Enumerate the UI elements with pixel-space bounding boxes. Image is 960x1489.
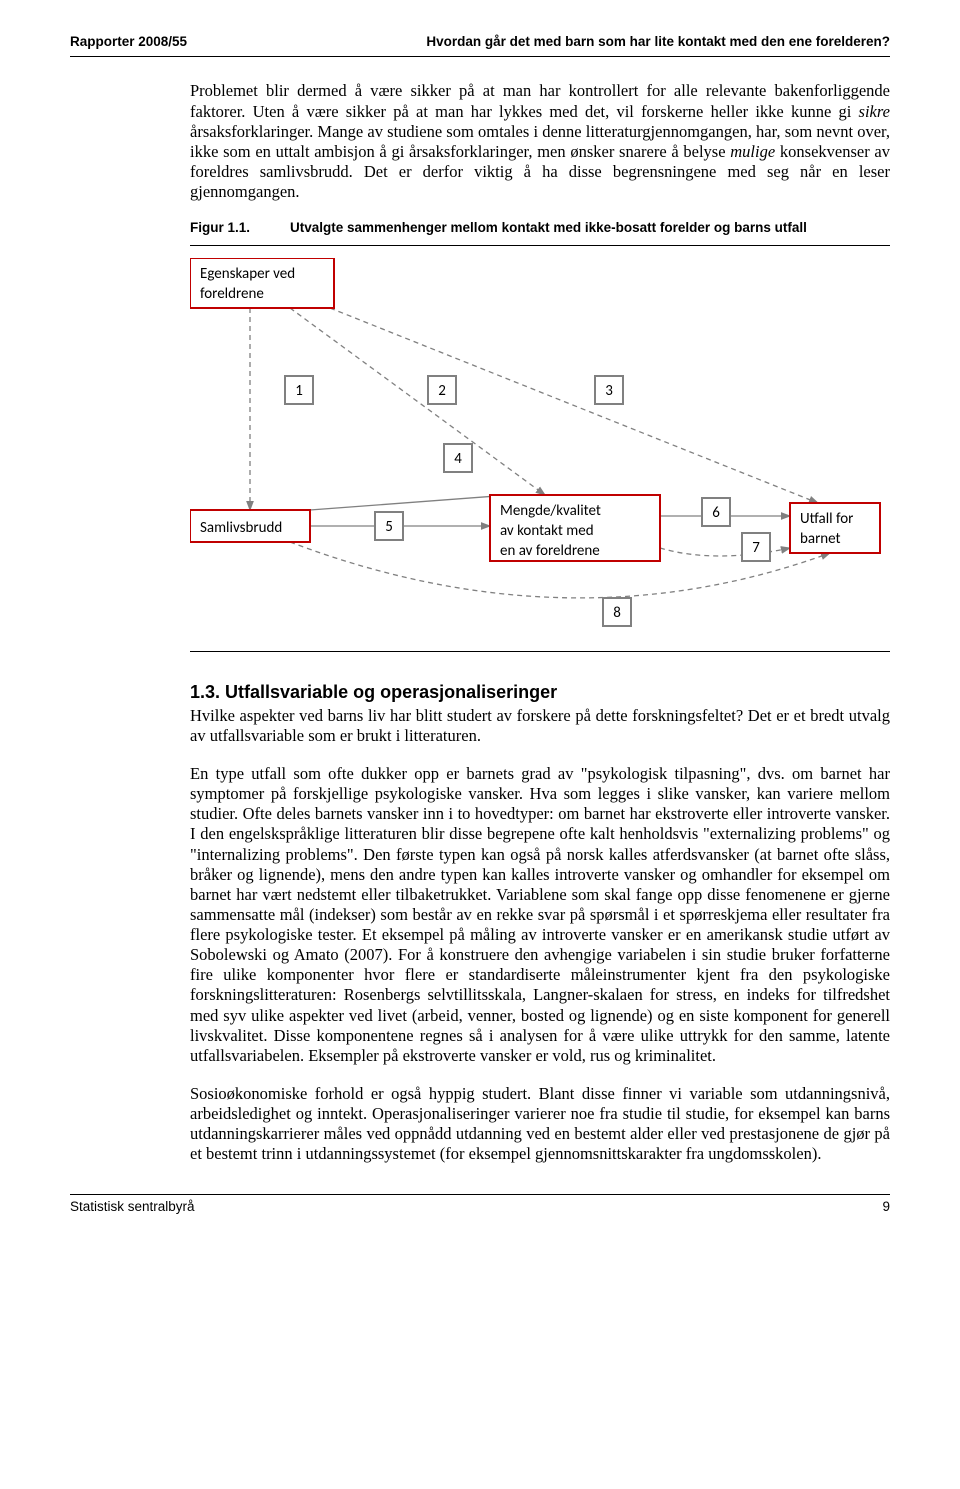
svg-text:3: 3 xyxy=(605,382,613,400)
footer-left: Statistisk sentralbyrå xyxy=(70,1199,195,1215)
section-heading: 1.3. Utfallsvariable og operasjonaliseri… xyxy=(190,682,890,704)
footer-page: 9 xyxy=(882,1199,890,1215)
svg-text:Samlivsbrudd: Samlivsbrudd xyxy=(200,519,282,537)
svg-text:1: 1 xyxy=(295,382,303,400)
section-p2: En type utfall som ofte dukker opp er ba… xyxy=(190,764,890,1066)
svg-text:Mengde/kvalitet: Mengde/kvalitet xyxy=(500,502,601,520)
svg-text:7: 7 xyxy=(752,539,760,557)
figure-caption: Utvalgte sammenhenger mellom kontakt med… xyxy=(290,220,890,236)
header-rule xyxy=(70,56,890,57)
section-p1: Hvilke aspekter ved barns liv har blitt … xyxy=(190,706,890,746)
svg-text:8: 8 xyxy=(613,604,621,622)
svg-text:foreldrene: foreldrene xyxy=(200,285,264,303)
svg-text:av kontakt med: av kontakt med xyxy=(500,522,594,540)
svg-text:5: 5 xyxy=(385,518,393,536)
svg-text:en av foreldrene: en av foreldrene xyxy=(500,542,600,560)
figure-rule-bottom xyxy=(190,651,890,652)
svg-text:2: 2 xyxy=(438,382,446,400)
figure-rule-top xyxy=(190,245,890,246)
header-left: Rapporter 2008/55 xyxy=(70,34,187,50)
intro-paragraph: Problemet blir dermed å være sikker på a… xyxy=(190,81,890,202)
figure-diagram: Egenskaper ved foreldrene Samlivsbrudd Meng… xyxy=(190,252,890,645)
figure-number: Figur 1.1. xyxy=(190,220,290,236)
svg-text:barnet: barnet xyxy=(800,530,841,548)
svg-text:4: 4 xyxy=(454,450,462,468)
section-p3: Sosioøkonomiske forhold er også hyppig s… xyxy=(190,1084,890,1165)
svg-text:6: 6 xyxy=(712,504,720,522)
svg-text:Utfall for: Utfall for xyxy=(800,510,853,528)
header-right: Hvordan går det med barn som har lite ko… xyxy=(426,34,890,50)
svg-text:Egenskaper ved: Egenskaper ved xyxy=(200,265,295,283)
